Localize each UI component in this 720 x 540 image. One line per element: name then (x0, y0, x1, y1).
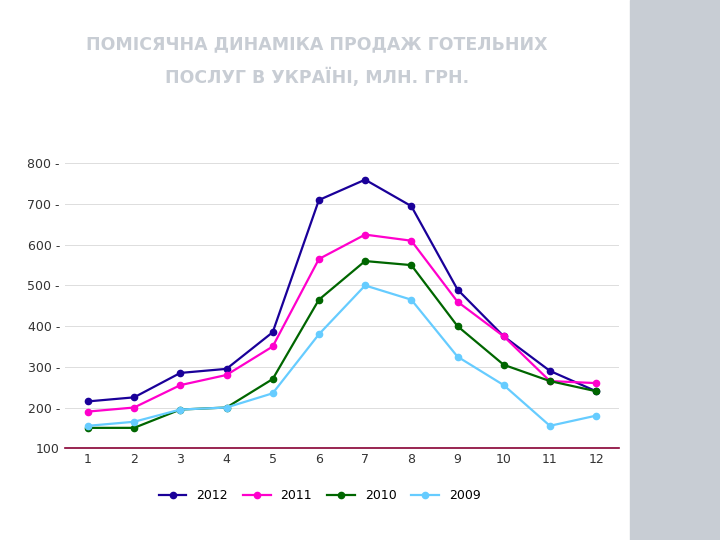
2010 (546, 378, 554, 384)
Legend: 2012, 2011, 2010, 2009: 2012, 2011, 2010, 2009 (154, 484, 486, 507)
Text: ПОСЛУГ В УКРАЇНІ, МЛН. ГРН.: ПОСЛУГ В УКРАЇНІ, МЛН. ГРН. (165, 68, 469, 87)
2012 (84, 398, 92, 404)
2009 (176, 406, 184, 413)
2009 (546, 423, 554, 429)
2012 (407, 203, 415, 210)
2011 (269, 343, 277, 350)
2012 (361, 177, 369, 183)
Line: 2012: 2012 (85, 177, 599, 404)
2010 (84, 424, 92, 431)
2011 (315, 256, 323, 262)
2010 (361, 258, 369, 264)
2010 (130, 424, 138, 431)
2010 (176, 406, 184, 413)
Text: ПОМІСЯЧНА ДИНАМІКА ПРОДАЖ ГОТЕЛЬНИХ: ПОМІСЯЧНА ДИНАМІКА ПРОДАЖ ГОТЕЛЬНИХ (86, 35, 547, 53)
2011 (176, 382, 184, 388)
2009 (500, 382, 508, 388)
Line: 2009: 2009 (85, 282, 599, 429)
2010 (222, 404, 231, 411)
2012 (222, 366, 231, 372)
2009 (361, 282, 369, 289)
2012 (315, 197, 323, 203)
2011 (592, 380, 600, 386)
2009 (130, 418, 138, 425)
2010 (269, 376, 277, 382)
2011 (453, 299, 462, 305)
Line: 2010: 2010 (85, 258, 599, 431)
2011 (222, 372, 231, 378)
Line: 2011: 2011 (85, 232, 599, 415)
2009 (315, 331, 323, 338)
2010 (500, 362, 508, 368)
2010 (453, 323, 462, 329)
2010 (407, 262, 415, 268)
2011 (130, 404, 138, 411)
2011 (407, 238, 415, 244)
2012 (130, 394, 138, 401)
2009 (407, 296, 415, 303)
2012 (592, 388, 600, 395)
2009 (222, 404, 231, 411)
2012 (546, 368, 554, 374)
2009 (84, 423, 92, 429)
2012 (500, 333, 508, 340)
2011 (84, 408, 92, 415)
2009 (269, 390, 277, 396)
2011 (500, 333, 508, 340)
2012 (176, 370, 184, 376)
2011 (361, 231, 369, 238)
2010 (592, 388, 600, 395)
2012 (269, 329, 277, 335)
2009 (453, 353, 462, 360)
2009 (592, 413, 600, 419)
2012 (453, 286, 462, 293)
2010 (315, 296, 323, 303)
2011 (546, 378, 554, 384)
